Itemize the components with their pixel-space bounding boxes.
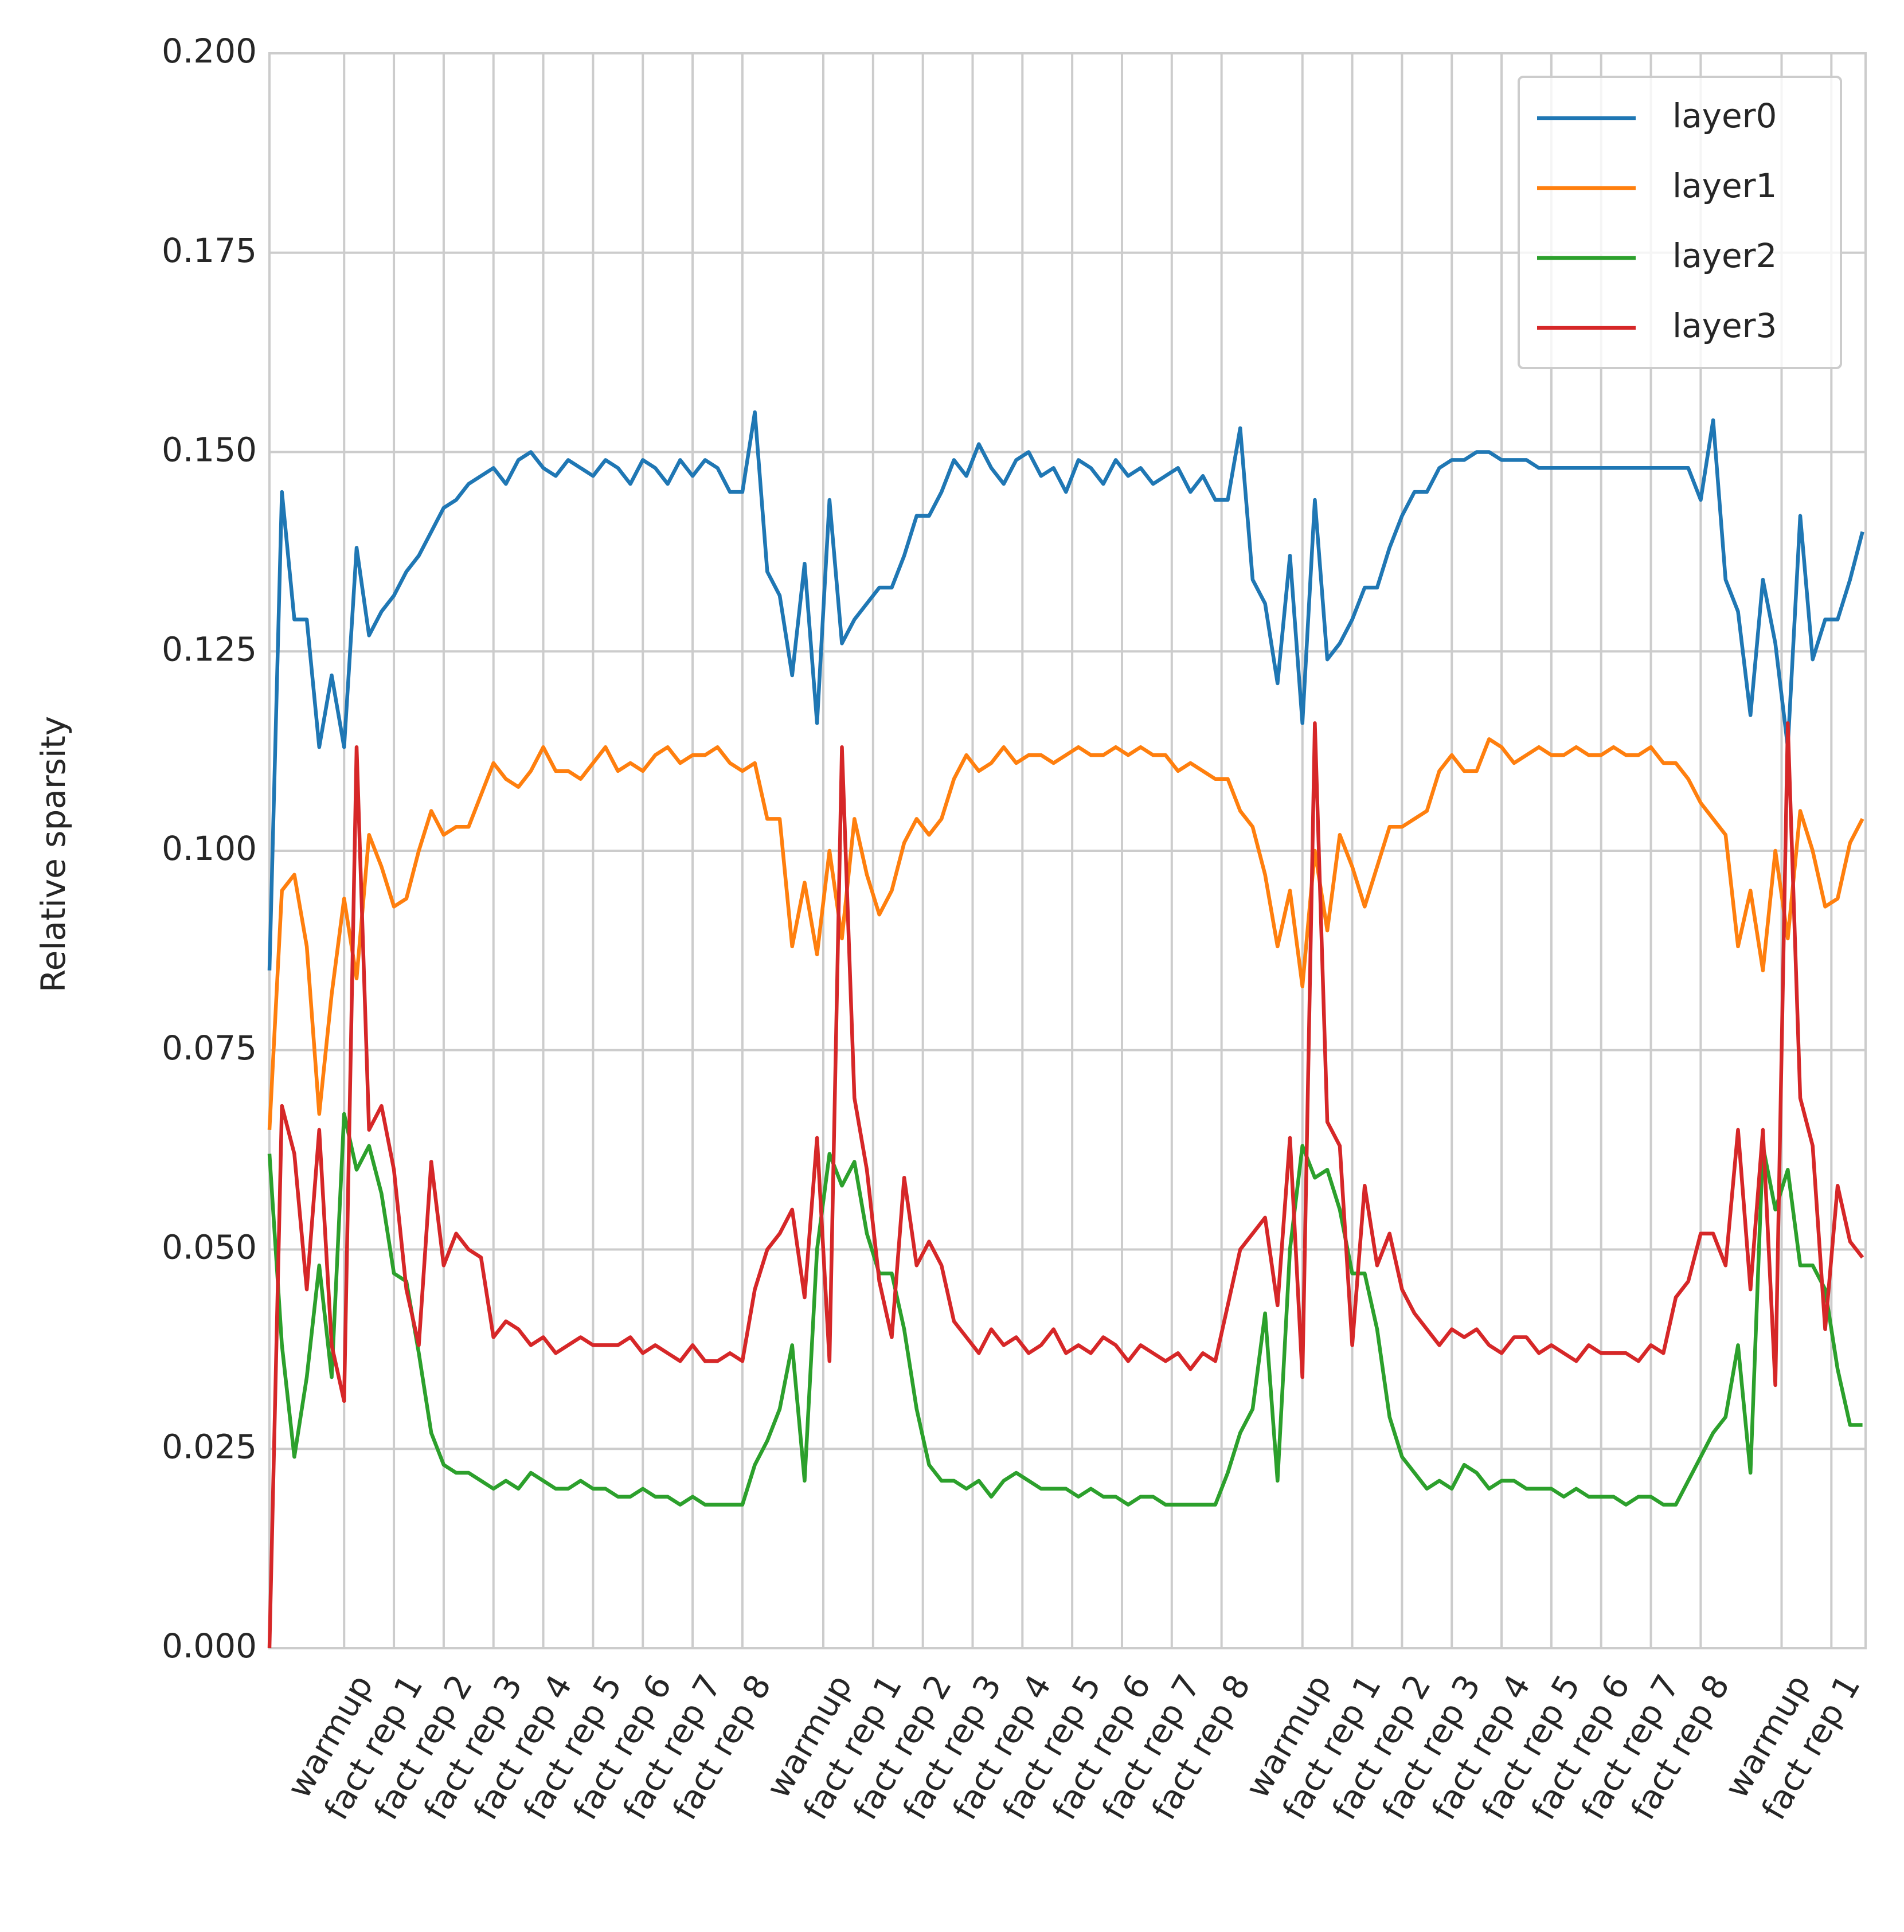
legend-box: [1518, 76, 1842, 369]
series-line: [267, 737, 1864, 1130]
legend: layer0 layer1 layer2 layer3: [1518, 76, 1842, 369]
y-tick-label: 0.175: [162, 231, 257, 270]
legend-label: layer0: [1672, 96, 1777, 135]
legend-label: layer1: [1672, 166, 1777, 205]
series-line: [267, 1112, 1863, 1507]
y-tick-label: 0.025: [162, 1427, 257, 1466]
y-tick-label: 0.100: [162, 829, 257, 868]
series-line: [267, 721, 1864, 1649]
series-line: [267, 410, 1864, 971]
y-tick-label: 0.150: [162, 431, 257, 470]
legend-label: layer3: [1672, 306, 1777, 345]
y-tick-label: 0.050: [162, 1228, 257, 1267]
legend-label: layer2: [1672, 236, 1777, 275]
y-tick-label: 0.200: [162, 32, 257, 71]
y-tick-label: 0.000: [162, 1626, 257, 1665]
plot-frame: [268, 52, 1867, 1649]
y-axis-label: Relative sparsity: [34, 716, 73, 992]
y-tick-label: 0.125: [162, 629, 257, 668]
y-tick-label: 0.075: [162, 1028, 257, 1067]
